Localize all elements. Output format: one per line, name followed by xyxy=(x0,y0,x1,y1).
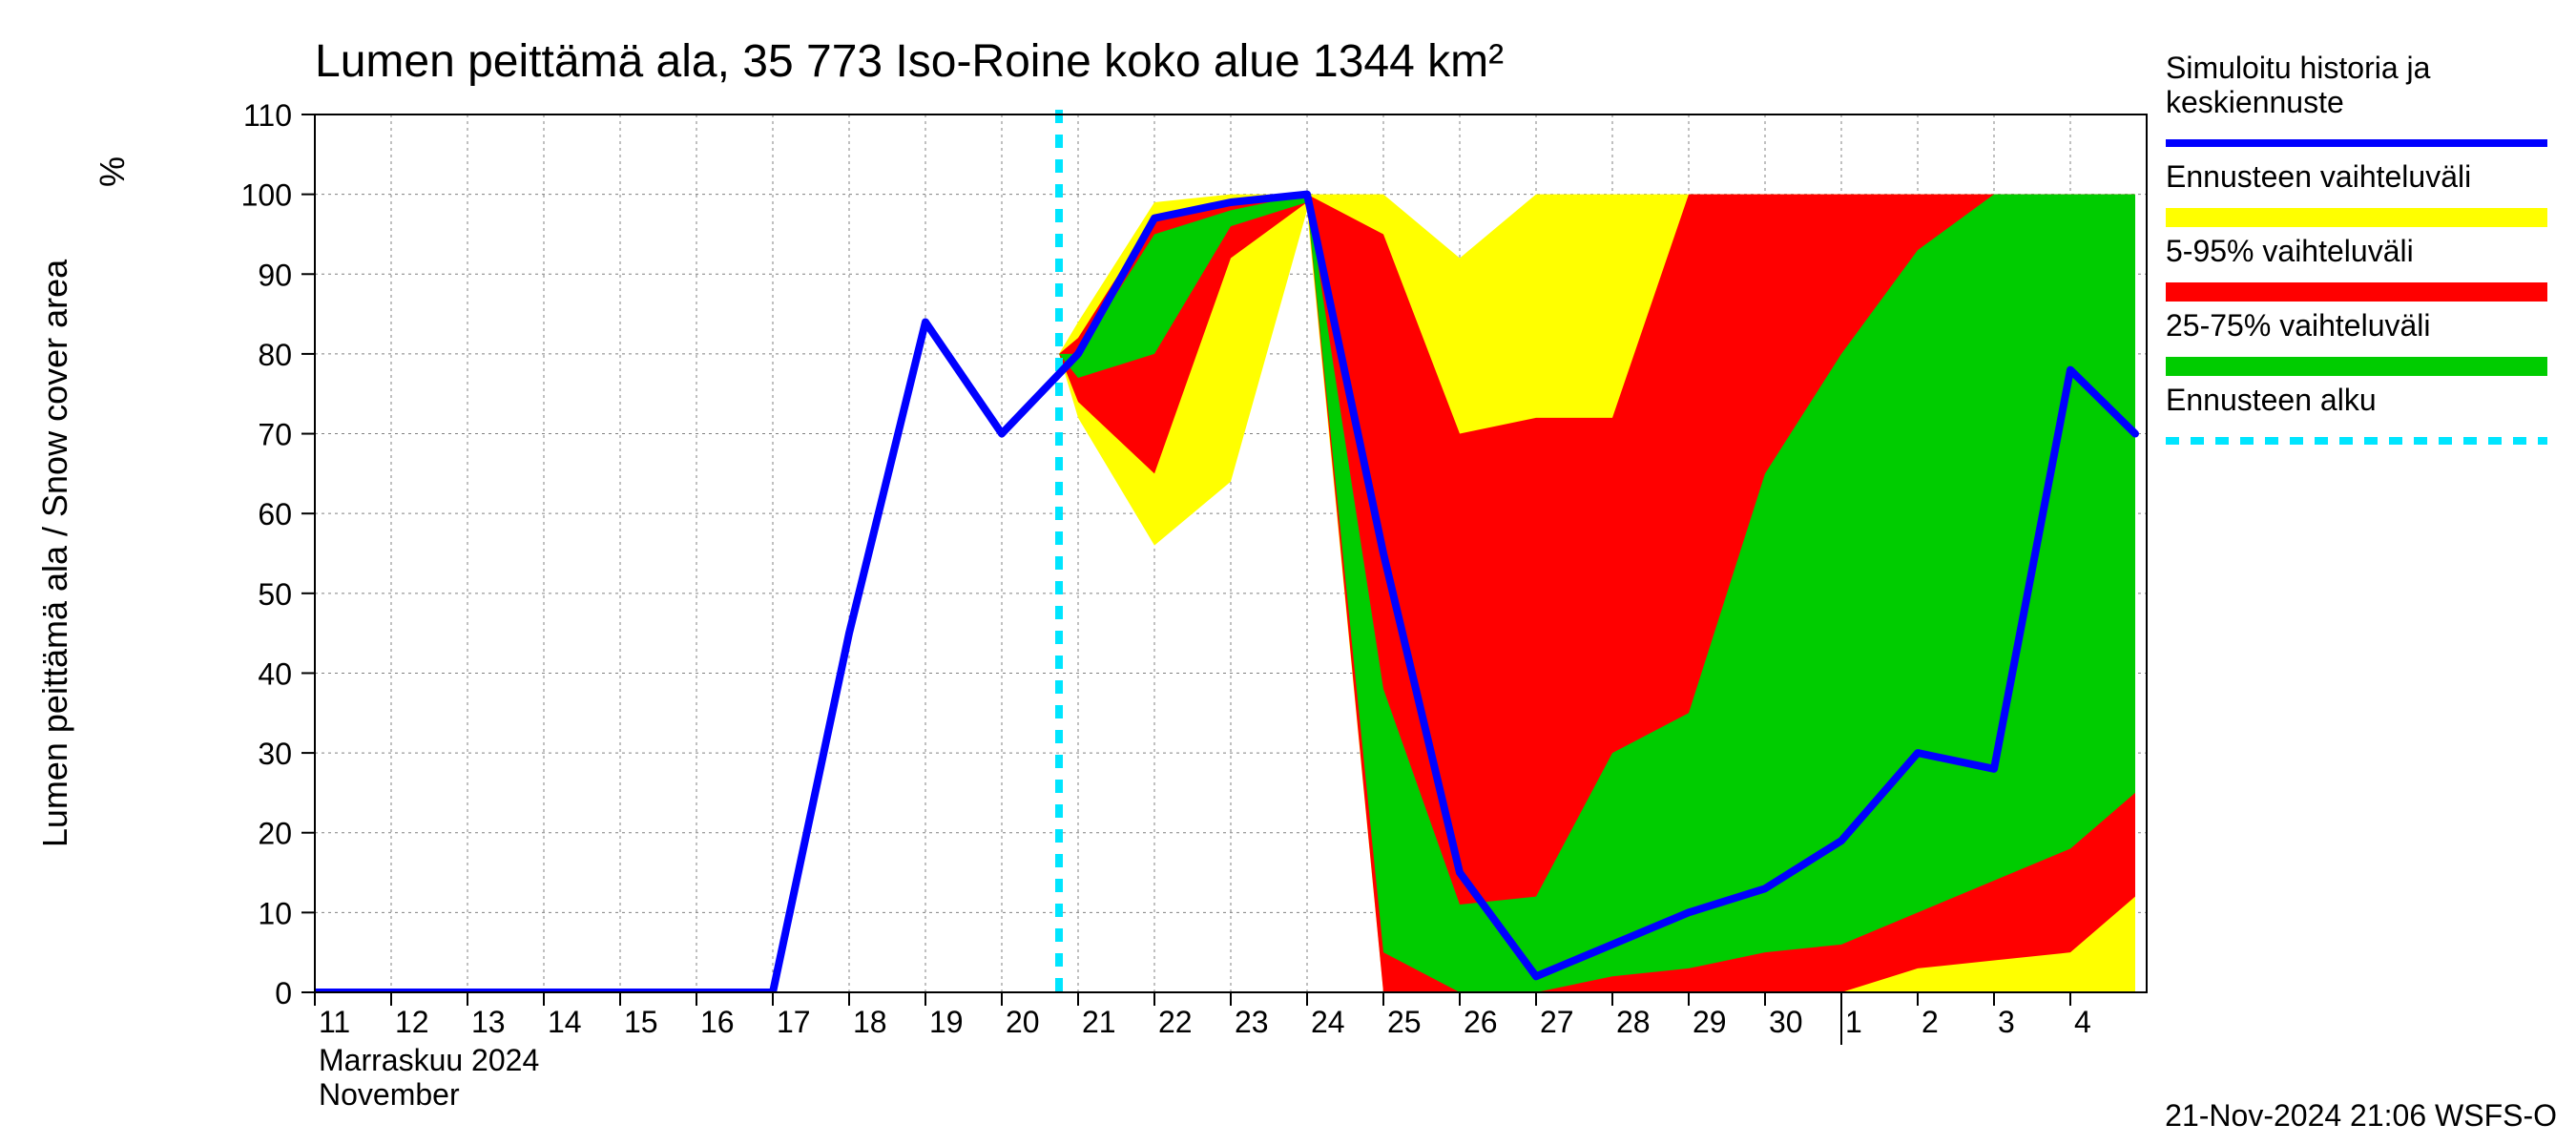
svg-text:10: 10 xyxy=(258,896,292,930)
chart-footer: 21-Nov-2024 21:06 WSFS-O xyxy=(2165,1098,2557,1133)
svg-text:50: 50 xyxy=(258,577,292,612)
svg-text:23: 23 xyxy=(1235,1005,1269,1039)
y-axis-unit: % xyxy=(93,156,132,187)
svg-text:2: 2 xyxy=(1922,1005,1939,1039)
svg-text:27: 27 xyxy=(1540,1005,1574,1039)
svg-text:60: 60 xyxy=(258,497,292,531)
svg-text:18: 18 xyxy=(853,1005,887,1039)
svg-text:3: 3 xyxy=(1998,1005,2015,1039)
svg-text:110: 110 xyxy=(243,98,292,133)
legend-label: Simuloitu historia ja xyxy=(2166,51,2431,85)
svg-text:26: 26 xyxy=(1464,1005,1498,1039)
chart-title: Lumen peittämä ala, 35 773 Iso-Roine kok… xyxy=(315,36,1504,87)
svg-text:25: 25 xyxy=(1387,1005,1422,1039)
svg-text:70: 70 xyxy=(258,418,292,452)
svg-text:13: 13 xyxy=(471,1005,506,1039)
legend-label: Ennusteen alku xyxy=(2166,383,2377,417)
snow-cover-chart: 0102030405060708090100110111213141516171… xyxy=(0,0,2576,1145)
svg-text:keskiennuste: keskiennuste xyxy=(2166,85,2344,119)
legend-label: 5-95% vaihteluväli xyxy=(2166,234,2414,268)
svg-text:1: 1 xyxy=(1845,1005,1862,1039)
svg-text:80: 80 xyxy=(258,338,292,372)
svg-text:20: 20 xyxy=(258,817,292,851)
svg-text:17: 17 xyxy=(777,1005,811,1039)
legend-label: Ennusteen vaihteluväli xyxy=(2166,159,2471,194)
svg-text:30: 30 xyxy=(258,737,292,771)
x-month-label-en: November xyxy=(319,1077,460,1112)
svg-text:14: 14 xyxy=(548,1005,582,1039)
svg-text:19: 19 xyxy=(929,1005,964,1039)
svg-text:11: 11 xyxy=(319,1005,350,1039)
chart-svg: 0102030405060708090100110111213141516171… xyxy=(0,0,2576,1145)
svg-text:16: 16 xyxy=(700,1005,735,1039)
svg-text:0: 0 xyxy=(275,976,292,1010)
svg-text:24: 24 xyxy=(1311,1005,1345,1039)
svg-text:29: 29 xyxy=(1693,1005,1727,1039)
y-axis-label: Lumen peittämä ala / Snow cover area xyxy=(35,259,74,847)
svg-text:90: 90 xyxy=(258,258,292,292)
svg-text:12: 12 xyxy=(395,1005,429,1039)
svg-text:15: 15 xyxy=(624,1005,658,1039)
svg-text:4: 4 xyxy=(2074,1005,2091,1039)
legend-label: 25-75% vaihteluväli xyxy=(2166,308,2431,343)
svg-text:21: 21 xyxy=(1082,1005,1116,1039)
svg-text:40: 40 xyxy=(258,656,292,691)
svg-text:100: 100 xyxy=(241,178,292,213)
svg-text:22: 22 xyxy=(1158,1005,1193,1039)
svg-text:20: 20 xyxy=(1006,1005,1040,1039)
x-month-label-fi: Marraskuu 2024 xyxy=(319,1043,539,1077)
svg-text:30: 30 xyxy=(1769,1005,1803,1039)
svg-text:28: 28 xyxy=(1616,1005,1651,1039)
